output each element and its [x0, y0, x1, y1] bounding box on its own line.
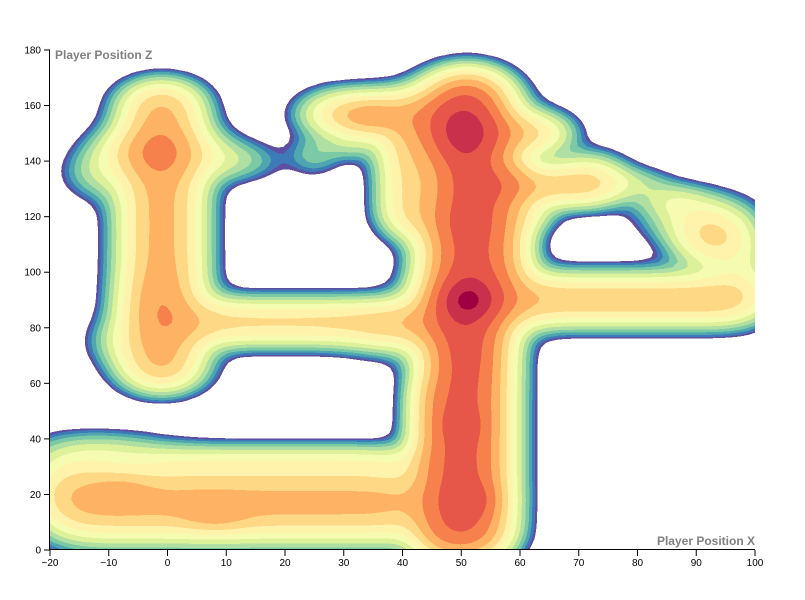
x-tick-label: 50 — [456, 558, 468, 569]
x-axis-title: Player Position X — [657, 534, 755, 548]
x-tick-label: 20 — [279, 558, 291, 569]
x-tick-label: 80 — [632, 558, 644, 569]
x-ticks: −20 −10 0 10 20 30 40 50 60 70 80 90 100 — [42, 550, 764, 569]
density-band — [458, 291, 479, 310]
density-band — [54, 74, 744, 551]
x-tick-label: 60 — [514, 558, 526, 569]
x-tick-label: 40 — [397, 558, 409, 569]
y-tick-label: 80 — [30, 323, 42, 334]
y-tick-label: 40 — [30, 434, 42, 445]
y-tick-label: 140 — [24, 157, 41, 168]
y-tick-label: 180 — [24, 46, 41, 57]
y-tick-label: 0 — [35, 546, 41, 557]
x-tick-label: 100 — [747, 558, 764, 569]
y-tick-label: 20 — [30, 490, 42, 501]
y-axis-title: Player Position Z — [55, 48, 152, 62]
y-tick-label: 160 — [24, 101, 41, 112]
x-tick-label: 0 — [165, 558, 171, 569]
y-axis: 0 20 40 60 80 100 120 140 160 180 Player Position… — [24, 46, 152, 557]
x-tick-label: −20 — [42, 558, 59, 569]
x-tick-label: 70 — [573, 558, 585, 569]
x-axis: −20 −10 0 10 20 30 40 50 60 70 80 90 100 Player Posi… — [42, 534, 764, 569]
density-band — [71, 79, 540, 551]
y-tick-label: 60 — [30, 379, 42, 390]
x-tick-label: 90 — [691, 558, 703, 569]
x-tick-label: −10 — [100, 558, 117, 569]
y-tick-label: 100 — [24, 268, 41, 279]
x-tick-label: 30 — [338, 558, 350, 569]
x-tick-label: 10 — [221, 558, 233, 569]
y-tick-label: 120 — [24, 212, 41, 223]
density-band — [446, 110, 492, 326]
density-contours — [50, 52, 755, 551]
y-ticks: 0 20 40 60 80 100 120 140 160 180 — [24, 46, 50, 557]
